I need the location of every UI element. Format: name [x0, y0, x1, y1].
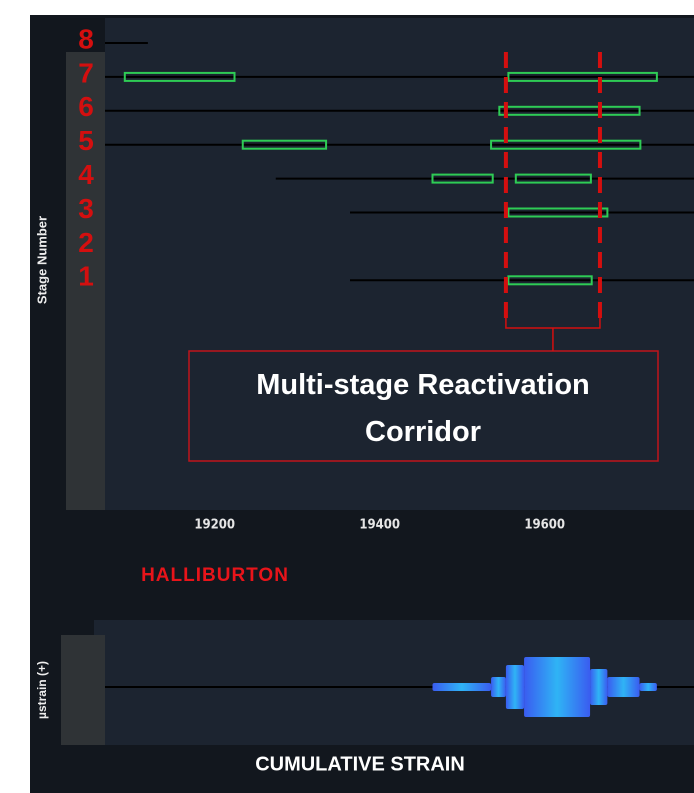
- axis-bar: [66, 52, 105, 510]
- stage-label: 2: [78, 227, 94, 258]
- strain-bar: [590, 669, 608, 705]
- strain-segment: [431, 173, 494, 184]
- strain-bar: [432, 683, 492, 691]
- y-axis-label: Stage Number: [34, 216, 49, 304]
- strain-y-label: µstrain (+): [35, 661, 49, 719]
- stage-label: 3: [78, 193, 94, 224]
- strain-segment: [514, 173, 592, 184]
- strain-segment: [507, 275, 593, 286]
- plot-area: [105, 18, 694, 510]
- strain-bar: [524, 657, 591, 717]
- bracket: [505, 305, 601, 351]
- strain-bar: [607, 677, 640, 697]
- strain-segment: [490, 139, 642, 150]
- strain-title: CUMULATIVE STRAIN: [255, 753, 465, 775]
- x-tick-label: 19200: [194, 518, 235, 533]
- strain-axis-bar: [61, 635, 105, 745]
- stage-label: 6: [78, 91, 94, 122]
- strain-bar: [639, 683, 657, 691]
- strain-segment: [498, 105, 641, 116]
- annotation-box: [188, 350, 659, 462]
- x-tick-label: 19600: [524, 518, 565, 533]
- stage-label: 8: [78, 23, 94, 54]
- strain-bar: [491, 677, 506, 697]
- strain-segment: [123, 71, 236, 82]
- stage-label: 1: [78, 261, 94, 292]
- strain-bar: [505, 665, 525, 709]
- x-tick-label: 19400: [359, 518, 400, 533]
- strain-segment: [241, 139, 328, 150]
- stage-label: 4: [78, 159, 94, 190]
- annotation: Multi-stage Reactivation Corridor: [256, 369, 590, 448]
- strain-segment: [507, 207, 609, 218]
- stage-label: 7: [78, 57, 94, 88]
- strain-segment: [507, 71, 658, 82]
- brand: HALLIBURTON: [141, 565, 289, 586]
- stage-label: 5: [78, 125, 94, 156]
